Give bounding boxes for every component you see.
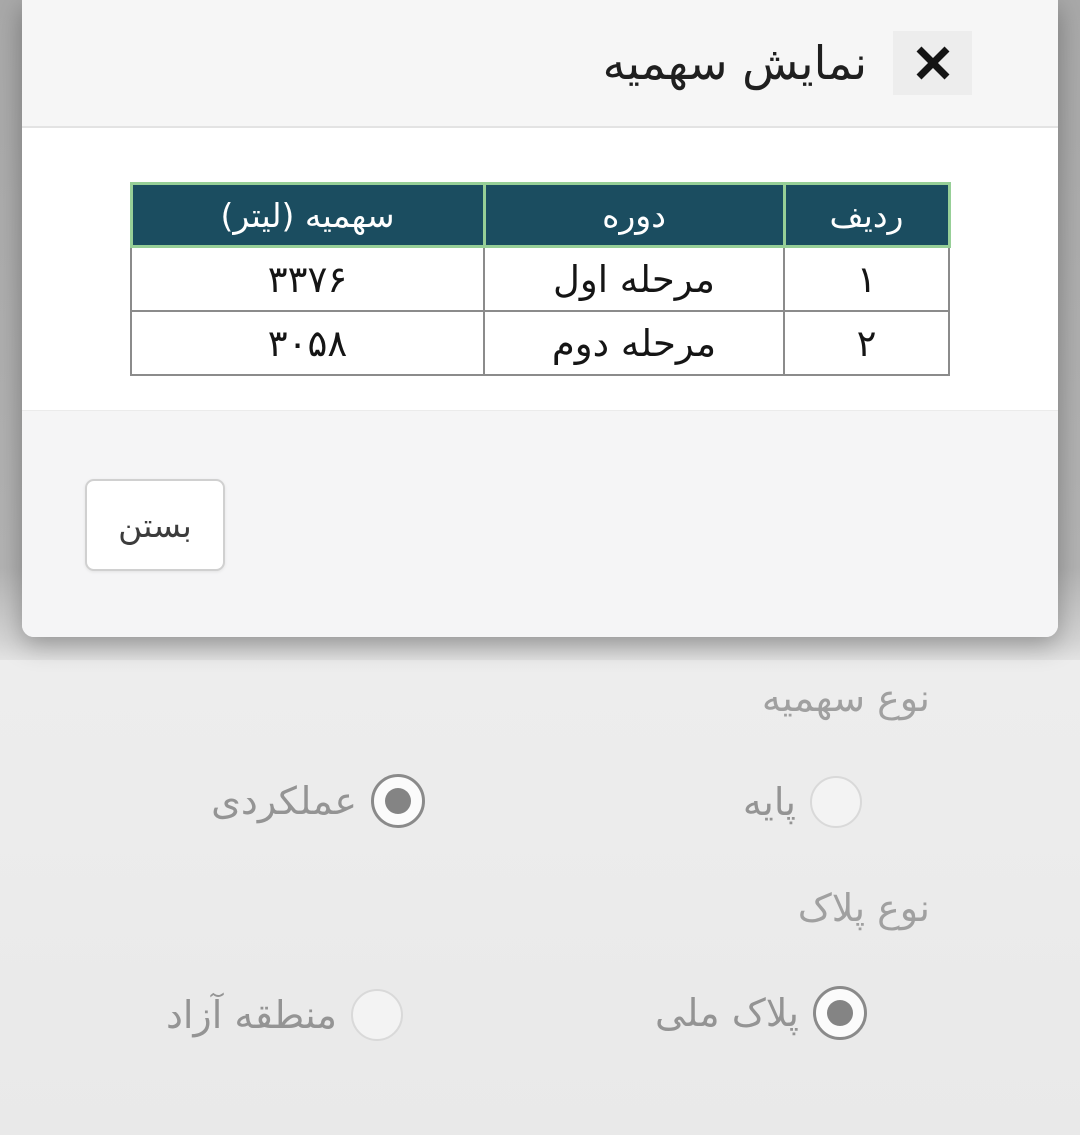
radio-option-label: پلاک ملی [655,991,799,1035]
radio-checked-icon[interactable] [371,774,425,828]
modal-title: نمایش سهمیه [602,36,867,90]
radio-unchecked-icon[interactable] [351,989,403,1041]
radio-option-performance[interactable]: عملکردی [211,774,425,828]
cell-period: مرحله دوم [483,310,785,376]
modal-header: نمایش سهمیه [22,0,1058,128]
radio-unchecked-icon[interactable] [810,776,862,828]
quota-type-section-label: نوع سهمیه [761,676,930,720]
radio-option-label: عملکردی [211,779,357,823]
quota-table: ردیف دوره سهمیه (لیتر) ۱ مرحله اول ۳۳۷۶ … [129,182,951,376]
radio-option-national-plate[interactable]: پلاک ملی [655,986,867,1040]
table-header-row: ردیف دوره سهمیه (لیتر) [129,182,951,248]
header-cell-quota: سهمیه (لیتر) [129,182,486,248]
close-x-icon [916,46,949,80]
radio-option-label: پایه [742,780,796,824]
radio-dot [385,788,411,814]
quota-modal: نمایش سهمیه ردیف دوره سهمیه (لیتر) ۱ مرح… [22,0,1058,637]
cell-period: مرحله اول [483,245,785,312]
cell-quota: ۳۰۵۸ [130,310,485,376]
header-cell-row: ردیف [782,182,951,248]
radio-option-free-zone[interactable]: منطقه آزاد [166,989,403,1041]
modal-body: ردیف دوره سهمیه (لیتر) ۱ مرحله اول ۳۳۷۶ … [22,128,1058,410]
cell-quota: ۳۳۷۶ [130,245,485,312]
table-row: ۲ مرحله دوم ۳۰۵۸ [130,310,950,376]
close-button[interactable] [893,31,972,95]
plate-type-section-label: نوع پلاک [797,886,930,930]
table-row: ۱ مرحله اول ۳۳۷۶ [130,245,950,312]
radio-option-label: منطقه آزاد [165,993,337,1037]
cell-row-number: ۱ [783,245,950,312]
radio-checked-icon[interactable] [813,986,867,1040]
cell-row-number: ۲ [783,310,950,376]
radio-option-base[interactable]: پایه [743,776,862,828]
radio-dot [827,1000,853,1026]
modal-footer: بستن [22,410,1058,637]
header-cell-period: دوره [482,182,786,248]
footer-close-button[interactable]: بستن [85,479,225,571]
